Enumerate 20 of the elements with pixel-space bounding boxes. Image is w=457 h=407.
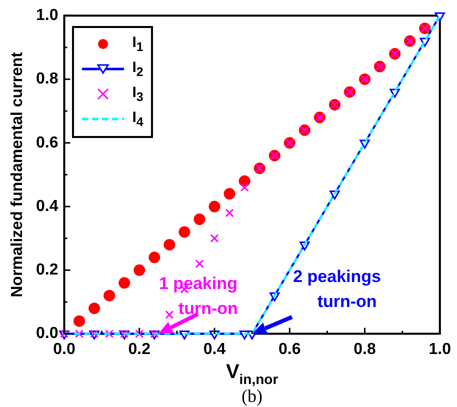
y-tick-label: 0.8	[36, 70, 58, 88]
legend-label: I$_{1}$	[132, 34, 144, 54]
legend-label: I$_{3}$	[132, 84, 144, 104]
x-tick-label: 1.0	[428, 340, 452, 358]
y-tick-label: 0.4	[36, 198, 58, 215]
y-tick-label: 0.6	[36, 134, 58, 152]
x-tick-label: 0.6	[278, 340, 301, 358]
legend-label: I$_{4}$	[132, 109, 144, 130]
y-tick-label: 0.0	[36, 325, 58, 342]
text: (b)	[242, 386, 263, 406]
legend-label: I$_{2}$	[132, 59, 144, 80]
y-tick-label: 0.2	[36, 262, 58, 279]
x-tick-label: 0.0	[53, 340, 76, 358]
x-tick-label: 0.2	[128, 340, 151, 358]
y-axis-title: Normalized fundamental current	[9, 51, 26, 298]
annotation: 1 peaking turn-on	[158, 274, 238, 318]
x-tick-label: 0.4	[203, 340, 226, 358]
annotation: 2 peakings turn-on	[293, 266, 381, 311]
x-tick-label: 0.8	[354, 340, 376, 358]
y-tick-label: 1.0	[36, 7, 58, 24]
